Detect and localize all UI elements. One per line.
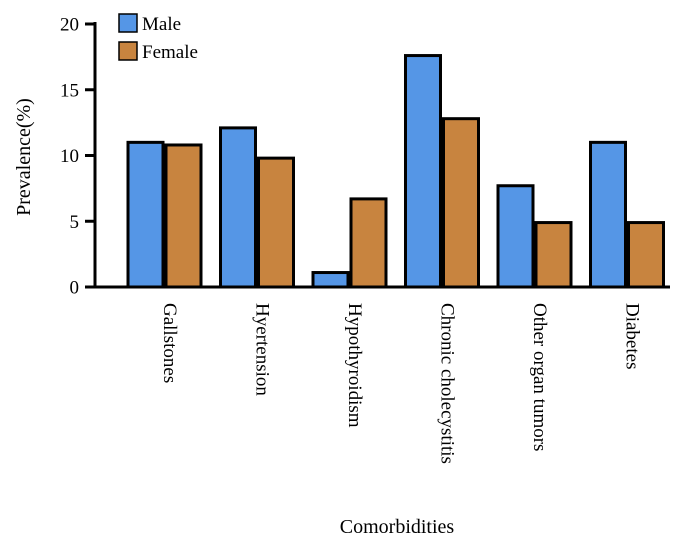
bar-female-4: [534, 221, 573, 289]
bar-male-5: [589, 140, 627, 289]
bar-male-4: [496, 184, 535, 289]
legend-swatch-female: [118, 41, 138, 61]
bar-male-2: [311, 271, 350, 289]
plot-area: [126, 54, 665, 289]
x-tick-label: Hypothyroidism: [344, 303, 365, 428]
y-tick-label: 5: [70, 212, 80, 233]
legend: Male Female: [118, 13, 198, 63]
y-tick-label: 0: [70, 278, 80, 299]
y-tick-label: 20: [60, 15, 79, 36]
bar-female-1: [257, 156, 295, 289]
bar-male-0: [126, 140, 165, 289]
bar-male-3: [404, 54, 442, 289]
y-tick-label: 10: [60, 146, 79, 167]
legend-swatch-male: [118, 13, 138, 33]
y-axis-title: Prevalence(%): [13, 98, 35, 216]
x-tick-label: Other organ tumors: [529, 303, 550, 451]
legend-label-female: Female: [142, 42, 198, 63]
y-axis: 0 5 10 15 20: [60, 15, 97, 299]
x-axis: Gallstones Hyertension Hypothyroidism Chron…: [93, 285, 670, 464]
x-tick-label: Hyertension: [252, 303, 273, 396]
legend-label-male: Male: [142, 14, 181, 35]
x-tick-label: Chronic cholecystitis: [437, 303, 458, 464]
bar-female-0: [164, 143, 203, 289]
bar-female-2: [349, 197, 388, 289]
x-tick-label: Gallstones: [159, 303, 180, 383]
bar-female-3: [442, 117, 480, 289]
bar-female-5: [627, 221, 665, 289]
y-tick-label: 15: [60, 80, 79, 101]
x-tick-label: Diabetes: [622, 303, 643, 369]
x-axis-title: Comorbidities: [340, 516, 455, 537]
bar-male-1: [219, 126, 257, 289]
